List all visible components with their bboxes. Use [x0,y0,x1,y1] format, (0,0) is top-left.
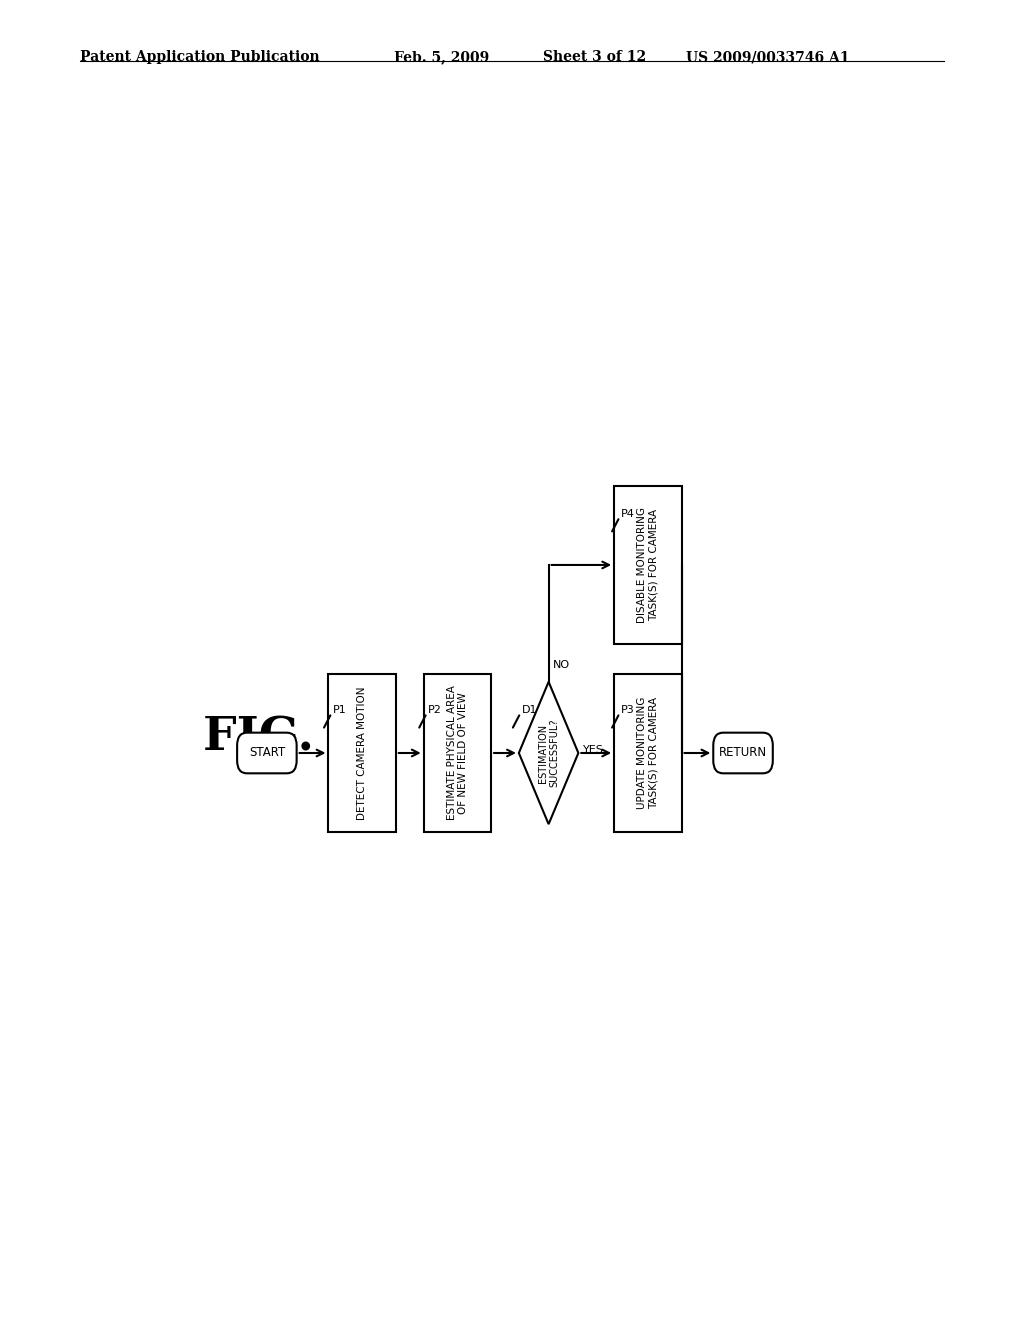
Text: P2: P2 [428,705,441,715]
FancyBboxPatch shape [714,733,773,774]
Text: NO: NO [553,660,569,669]
Text: UPDATE MONITORING
TASK(S) FOR CAMERA: UPDATE MONITORING TASK(S) FOR CAMERA [637,697,658,809]
Text: FIG. 3: FIG. 3 [204,714,364,760]
Text: P3: P3 [621,705,635,715]
Bar [424,675,492,832]
Text: YES: YES [583,744,603,755]
Text: P4: P4 [621,510,635,519]
Bar [614,675,682,832]
Text: ESTIMATE PHYSICAL AREA
OF NEW FIELD OF VIEW: ESTIMATE PHYSICAL AREA OF NEW FIELD OF V… [446,685,468,821]
Text: START: START [249,747,285,759]
FancyBboxPatch shape [238,733,297,774]
Polygon shape [519,682,579,824]
Text: ESTIMATION
SUCCESSFUL?: ESTIMATION SUCCESSFUL? [538,719,559,787]
Text: Feb. 5, 2009: Feb. 5, 2009 [394,50,489,65]
Text: US 2009/0033746 A1: US 2009/0033746 A1 [686,50,850,65]
Text: Patent Application Publication: Patent Application Publication [80,50,319,65]
Bar [614,486,682,644]
Text: D1: D1 [521,705,538,715]
Text: RETURN: RETURN [719,747,767,759]
Text: DETECT CAMERA MOTION: DETECT CAMERA MOTION [357,686,368,820]
Text: Sheet 3 of 12: Sheet 3 of 12 [543,50,646,65]
Bar [329,675,396,832]
Text: DISABLE MONITORING
TASK(S) FOR CAMERA: DISABLE MONITORING TASK(S) FOR CAMERA [637,507,658,623]
Text: P1: P1 [333,705,346,715]
